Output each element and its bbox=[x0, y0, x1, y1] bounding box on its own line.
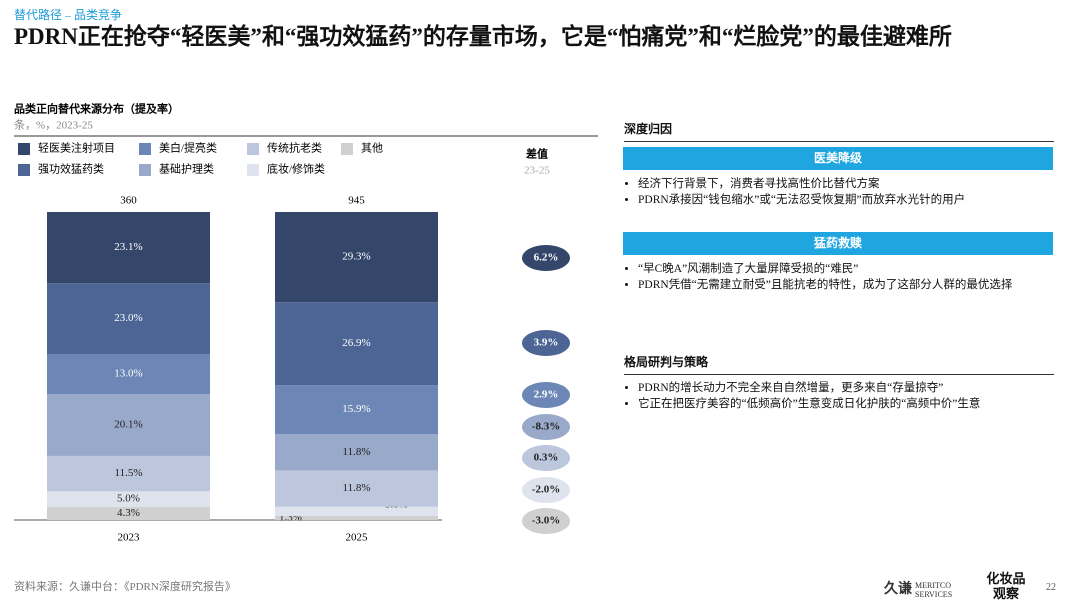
value-label: 20.1% bbox=[114, 419, 142, 431]
bar-segment bbox=[275, 470, 438, 507]
panel-heading: 格局研判与策略 bbox=[624, 353, 1054, 375]
bar-segment bbox=[47, 455, 210, 492]
slide-title: PDRN正在抢夺“轻医美”和“强功效猛药”的存量市场，它是“怕痛党”和“烂脸党”… bbox=[14, 24, 952, 49]
logo-text: 久谦 bbox=[884, 582, 912, 597]
change-label: 3.9% bbox=[534, 337, 559, 349]
value-label: 5.0% bbox=[117, 493, 140, 505]
bullet-list: PDRN的增长动力不完全来自自然增量，更多来自“存量掠夺”它正在把医疗美容的“低… bbox=[624, 380, 1068, 412]
bar-segment bbox=[47, 353, 210, 395]
value-label: 13.0% bbox=[114, 368, 142, 380]
panel-band: 猛药救赎 bbox=[623, 232, 1053, 255]
bar-segment bbox=[47, 283, 210, 354]
bullet: “早C晚A”风潮制造了大量屏障受损的“难民” bbox=[638, 261, 1068, 277]
legend-label: 传统抗老类 bbox=[267, 141, 322, 155]
chart: 品类正向替代来源分布（提及率） 条，%，2023-25 差值 23-25 轻医美注射项目… bbox=[14, 102, 598, 544]
bar-segment bbox=[47, 394, 210, 456]
legend-swatch bbox=[341, 143, 353, 155]
bullet: PDRN凭借“无需建立耐受”且能抗老的特性，成为了这部分人群的最优选择 bbox=[638, 277, 1068, 293]
value-label: 11.5% bbox=[114, 467, 142, 479]
legend-swatch bbox=[18, 143, 30, 155]
section-label: 替代路径 – 品类竞争 bbox=[14, 8, 123, 22]
bar-segment bbox=[47, 491, 210, 507]
page-number: 22 bbox=[1046, 582, 1056, 593]
change-label: -8.3% bbox=[532, 421, 560, 433]
bullet: PDRN承接因“钱包缩水”或“无法忍受恢复期”而放弃水光针的用户 bbox=[638, 192, 1068, 208]
change-label: -2.0% bbox=[532, 484, 560, 496]
change-bubble bbox=[522, 508, 570, 534]
change-bubble bbox=[522, 445, 570, 471]
bullet-list: “早C晚A”风潮制造了大量屏障受损的“难民”PDRN凭借“无需建立耐受”且能抗老… bbox=[624, 261, 1068, 293]
legend-swatch bbox=[139, 164, 151, 176]
change-label: 2.9% bbox=[534, 389, 559, 401]
legend-label: 其他 bbox=[361, 142, 383, 155]
bullet: 它正在把医疗美容的“低频高价”生意变成日化护肤的“高频中价”生意 bbox=[638, 396, 1068, 412]
change-title: 差值 bbox=[526, 147, 548, 161]
change-subtitle: 23-25 bbox=[524, 165, 550, 177]
legend-swatch bbox=[139, 143, 151, 155]
bar-segment bbox=[275, 385, 438, 435]
bullet: PDRN的增长动力不完全来自自然增量，更多来自“存量掠夺” bbox=[638, 380, 1068, 396]
legend-label: 基础护理类 bbox=[159, 162, 214, 176]
change-label: 0.3% bbox=[534, 452, 559, 464]
chart-title: 品类正向替代来源分布（提及率） bbox=[14, 102, 179, 116]
change-label: 6.2% bbox=[534, 252, 559, 264]
chart-subtitle: 条，%，2023-25 bbox=[14, 118, 93, 132]
x-tick-label: 2023 bbox=[118, 532, 141, 544]
legend-swatch bbox=[18, 164, 30, 176]
source-note: 资料来源：久谦中台：《PDRN深度研究报告》 bbox=[14, 581, 236, 593]
value-label: 26.9% bbox=[342, 337, 370, 349]
panel-band: 医美降级 bbox=[623, 147, 1053, 170]
x-tick-label: 2025 bbox=[346, 532, 369, 544]
bullet: 经济下行背景下，消费者寻找高性价比替代方案 bbox=[638, 176, 1068, 192]
legend-label: 强功效猛药类 bbox=[38, 162, 104, 176]
legend-label: 轻医美注射项目 bbox=[38, 141, 115, 155]
value-label: 15.9% bbox=[342, 403, 370, 415]
value-label: 4.3% bbox=[117, 507, 140, 519]
bar-segment bbox=[275, 434, 438, 471]
panel-heading: 深度归因 bbox=[624, 120, 1054, 142]
bar-segment bbox=[275, 302, 438, 386]
change-label: -3.0% bbox=[532, 515, 560, 527]
bar-segment bbox=[47, 212, 210, 284]
value-label: 23.1% bbox=[114, 241, 142, 253]
legend-label: 美白/提亮类 bbox=[159, 141, 217, 155]
change-bubble bbox=[522, 477, 570, 503]
total-label: 360 bbox=[120, 195, 137, 207]
logo-sub: MERITCO SERVICES bbox=[915, 580, 953, 599]
total-label: 945 bbox=[348, 195, 365, 207]
change-bubble bbox=[522, 330, 570, 356]
value-label: 23.0% bbox=[114, 312, 142, 324]
change-bubble bbox=[522, 382, 570, 408]
value-label: 29.3% bbox=[342, 251, 370, 263]
legend-label: 底妆/修饰类 bbox=[267, 162, 325, 176]
bar-segment bbox=[275, 515, 438, 520]
bullet-list: 经济下行背景下，消费者寻找高性价比替代方案PDRN承接因“钱包缩水”或“无法忍受… bbox=[624, 176, 1068, 208]
logo: 久谦 MERITCO SERVICES bbox=[884, 578, 967, 599]
change-bubble bbox=[522, 414, 570, 440]
legend-swatch bbox=[247, 143, 259, 155]
bar-segment bbox=[275, 506, 438, 516]
value-label: 11.8% bbox=[342, 482, 370, 494]
change-bubble bbox=[522, 245, 570, 271]
logo: 化妆品观察 bbox=[986, 571, 1026, 601]
bar-segment bbox=[47, 506, 210, 520]
value-label: 11.8% bbox=[342, 446, 370, 458]
bar-segment bbox=[275, 212, 438, 303]
legend-swatch bbox=[247, 164, 259, 176]
